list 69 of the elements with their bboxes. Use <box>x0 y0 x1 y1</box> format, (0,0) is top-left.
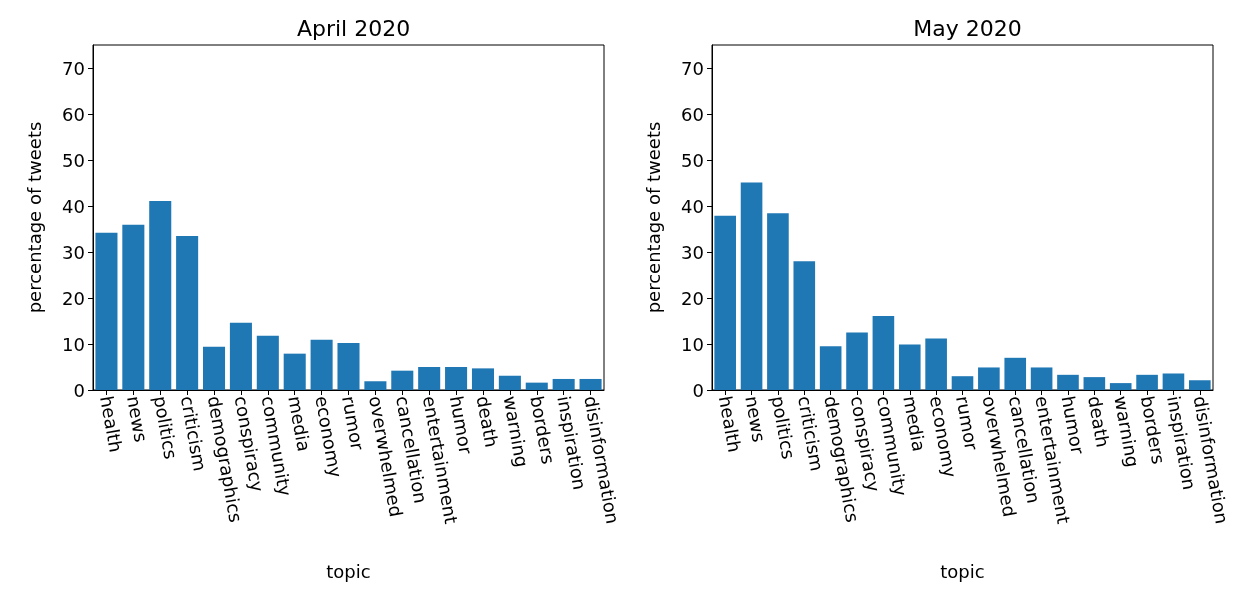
y-tick-label: 0 <box>73 379 85 401</box>
bar <box>1030 367 1053 390</box>
bar <box>203 346 226 390</box>
y-tick-label: 10 <box>681 333 704 355</box>
y-tick-label: 60 <box>681 103 704 125</box>
y-axis-title: percentage of tweets <box>23 121 45 314</box>
x-tick-label: health <box>96 394 127 454</box>
bar <box>95 232 118 390</box>
bar <box>1162 373 1185 390</box>
y-tick-label: 10 <box>62 333 85 355</box>
bar <box>740 182 763 390</box>
bar <box>1004 357 1027 390</box>
bar <box>793 261 816 390</box>
bar <box>256 335 279 390</box>
x-tick-label: death <box>472 394 503 450</box>
y-tick-label: 0 <box>692 379 704 401</box>
x-tick-label: rumor <box>338 394 369 453</box>
y-tick-label: 40 <box>681 195 704 217</box>
bar <box>579 378 602 390</box>
bar <box>149 200 172 390</box>
chart-title: May 2020 <box>913 15 1022 41</box>
bar <box>391 370 414 390</box>
bar <box>846 332 868 390</box>
bar <box>552 378 575 390</box>
y-tick-label: 30 <box>681 241 704 263</box>
y-axis-title: percentage of tweets <box>642 121 664 314</box>
x-tick-label: politics <box>149 394 182 461</box>
bar <box>445 367 468 390</box>
y-tick-label: 20 <box>681 287 704 309</box>
y-tick-label: 50 <box>62 149 85 171</box>
y-tick-label: 20 <box>62 287 85 309</box>
y-tick-label: 70 <box>62 57 85 79</box>
bar <box>525 382 548 390</box>
bar <box>819 346 842 390</box>
y-tick-label: 50 <box>681 149 704 171</box>
bar <box>951 376 974 390</box>
y-tick-label: 60 <box>62 103 85 125</box>
bar <box>1083 377 1106 390</box>
bar <box>898 344 921 390</box>
bar <box>1109 383 1132 390</box>
bar <box>122 224 145 390</box>
bar <box>714 215 736 390</box>
bar <box>176 235 199 390</box>
bar <box>978 367 1000 390</box>
bar <box>767 213 789 390</box>
x-axis-title: topic <box>940 560 985 582</box>
y-tick-label: 70 <box>681 57 704 79</box>
bar <box>283 353 306 390</box>
x-axis-title: topic <box>326 560 371 582</box>
bar <box>229 322 252 390</box>
bar <box>471 368 494 390</box>
chart-title: April 2020 <box>296 15 411 41</box>
bar <box>1136 374 1158 390</box>
x-tick-label: media <box>899 394 930 454</box>
x-tick-label: death <box>1084 394 1114 450</box>
bar <box>364 381 387 390</box>
bar <box>872 315 895 390</box>
bar <box>498 375 521 390</box>
x-tick-label: rumor <box>952 394 983 453</box>
bar <box>310 339 333 390</box>
bar <box>925 338 947 390</box>
bar <box>418 367 441 390</box>
bar <box>337 343 360 390</box>
bar <box>1189 380 1211 390</box>
y-tick-label: 40 <box>62 195 85 217</box>
y-tick-label: 30 <box>62 241 85 263</box>
x-tick-label: health <box>714 394 746 454</box>
bar <box>1057 374 1079 390</box>
x-tick-label: media <box>284 394 315 454</box>
